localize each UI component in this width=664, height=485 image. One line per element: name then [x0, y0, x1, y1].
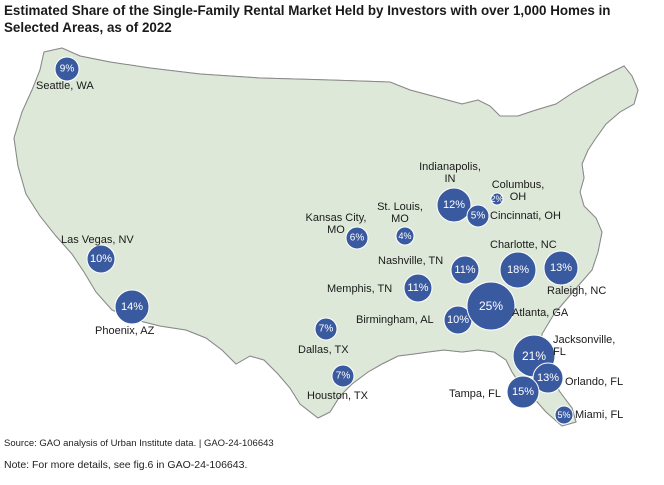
city-label-line: Memphis, TN: [327, 283, 392, 295]
city-label-nashville: Nashville, TN: [378, 255, 443, 267]
city-label-line: OH: [510, 191, 527, 203]
city-label-raleigh: Raleigh, NC: [547, 285, 606, 297]
city-label-line: Atlanta, GA: [512, 307, 569, 319]
city-label-line: MO: [391, 213, 409, 225]
marker-miami: [554, 405, 574, 425]
marker-value-birmingham: 10%: [447, 314, 469, 326]
city-label-memphis: Memphis, TN: [327, 283, 392, 295]
city-label-tampa: Tampa, FL: [449, 388, 501, 400]
marker-stlouis: [395, 226, 415, 246]
chart-title: Estimated Share of the Single-Family Ren…: [4, 3, 611, 35]
marker-cincinnati: [466, 204, 490, 228]
marker-dallas: [314, 317, 338, 341]
city-label-dallas: Dallas, TX: [298, 344, 349, 356]
marker-tampa: [506, 375, 540, 409]
marker-value-lasvegas: 10%: [90, 253, 112, 265]
marker-value-orlando: 13%: [537, 372, 559, 384]
marker-indianapolis: [436, 187, 472, 223]
marker-value-cincinnati: 5%: [471, 211, 486, 222]
city-label-line: Las Vegas, NV: [61, 234, 134, 246]
city-label-line: Phoenix, AZ: [95, 325, 155, 337]
city-label-columbus: Columbus, OH: [492, 179, 545, 203]
city-label-atlanta: Atlanta, GA: [512, 307, 569, 319]
city-label-line: Cincinnati, OH: [490, 210, 561, 222]
market-labels: Seattle, WA Las Vegas, NV Phoenix, AZ Kansa…: [36, 80, 623, 421]
city-label-jacksonville: Jacksonville, FL: [553, 334, 615, 358]
marker-houston: [331, 364, 355, 388]
city-label-kansascity: Kansas City, MO: [306, 212, 367, 236]
city-label-orlando: Orlando, FL: [565, 376, 623, 388]
city-label-miami: Miami, FL: [575, 409, 623, 421]
city-label-seattle: Seattle, WA: [36, 80, 94, 92]
market-markers: 9% 10% 14% 6% 4% 12% 2% 5% 18% 13% 11% 11% 10% 25% 7% 7…: [54, 56, 579, 425]
us-map: 9% 10% 14% 6% 4% 12% 2% 5% 18% 13% 11% 11% 10% 25% 7% 7…: [13, 47, 639, 427]
city-label-line: Nashville, TN: [378, 255, 443, 267]
city-label-houston: Houston, TX: [307, 390, 369, 402]
marker-raleigh: [543, 250, 579, 286]
city-label-line: IN: [445, 173, 456, 185]
source-note: Source: GAO analysis of Urban Institute …: [4, 438, 274, 449]
marker-atlanta: [466, 281, 516, 331]
marker-kansascity: [345, 226, 369, 250]
city-label-line: Columbus,: [492, 179, 545, 191]
marker-value-memphis: 11%: [407, 282, 428, 294]
footnote: Note: For more details, see fig.6 in GAO…: [4, 459, 248, 471]
city-label-charlotte: Charlotte, NC: [490, 239, 557, 251]
marker-value-jacksonville: 21%: [522, 349, 546, 363]
marker-charlotte: [499, 251, 537, 289]
marker-lasvegas: [86, 244, 116, 274]
marker-value-stlouis: 4%: [398, 231, 411, 241]
city-label-stlouis: St. Louis, MO: [377, 201, 423, 225]
city-label-line: Indianapolis,: [419, 161, 481, 173]
city-label-line: Raleigh, NC: [547, 285, 606, 297]
marker-value-houston: 7%: [336, 371, 351, 382]
city-label-line: Birmingham, AL: [356, 314, 434, 326]
marker-value-miami: 5%: [557, 410, 570, 420]
marker-seattle: [54, 56, 80, 82]
city-label-line: Charlotte, NC: [490, 239, 557, 251]
city-label-line: FL: [553, 346, 566, 358]
city-label-indianapolis: Indianapolis, IN: [419, 161, 481, 185]
city-label-birmingham: Birmingham, AL: [356, 314, 434, 326]
marker-value-dallas: 7%: [319, 324, 334, 335]
marker-value-atlanta: 25%: [479, 299, 503, 313]
city-label-line: St. Louis,: [377, 201, 423, 213]
marker-orlando: [532, 362, 564, 394]
city-label-line: Miami, FL: [575, 409, 623, 421]
marker-memphis: [403, 273, 433, 303]
marker-value-nashville: 11%: [454, 264, 475, 276]
city-label-lasvegas: Las Vegas, NV: [61, 234, 134, 246]
marker-columbus: [490, 192, 504, 206]
marker-value-charlotte: 18%: [507, 264, 529, 276]
marker-value-seattle: 9%: [60, 64, 75, 75]
marker-nashville: [450, 255, 480, 285]
marker-value-indianapolis: 12%: [443, 199, 465, 211]
city-label-line: Seattle, WA: [36, 80, 94, 92]
city-label-line: Kansas City,: [306, 212, 367, 224]
marker-value-tampa: 15%: [512, 386, 534, 398]
marker-value-kansascity: 6%: [350, 233, 365, 244]
city-label-line: Jacksonville,: [553, 334, 615, 346]
city-label-line: Houston, TX: [307, 390, 369, 402]
city-label-line: MO: [327, 224, 345, 236]
marker-value-phoenix: 14%: [121, 301, 143, 313]
city-label-cincinnati: Cincinnati, OH: [490, 210, 561, 222]
marker-value-raleigh: 13%: [550, 262, 572, 274]
city-label-line: Dallas, TX: [298, 344, 349, 356]
city-label-line: Orlando, FL: [565, 376, 623, 388]
city-label-phoenix: Phoenix, AZ: [95, 325, 155, 337]
marker-value-columbus: 2%: [490, 194, 503, 204]
marker-phoenix: [114, 289, 150, 325]
city-label-line: Tampa, FL: [449, 388, 501, 400]
